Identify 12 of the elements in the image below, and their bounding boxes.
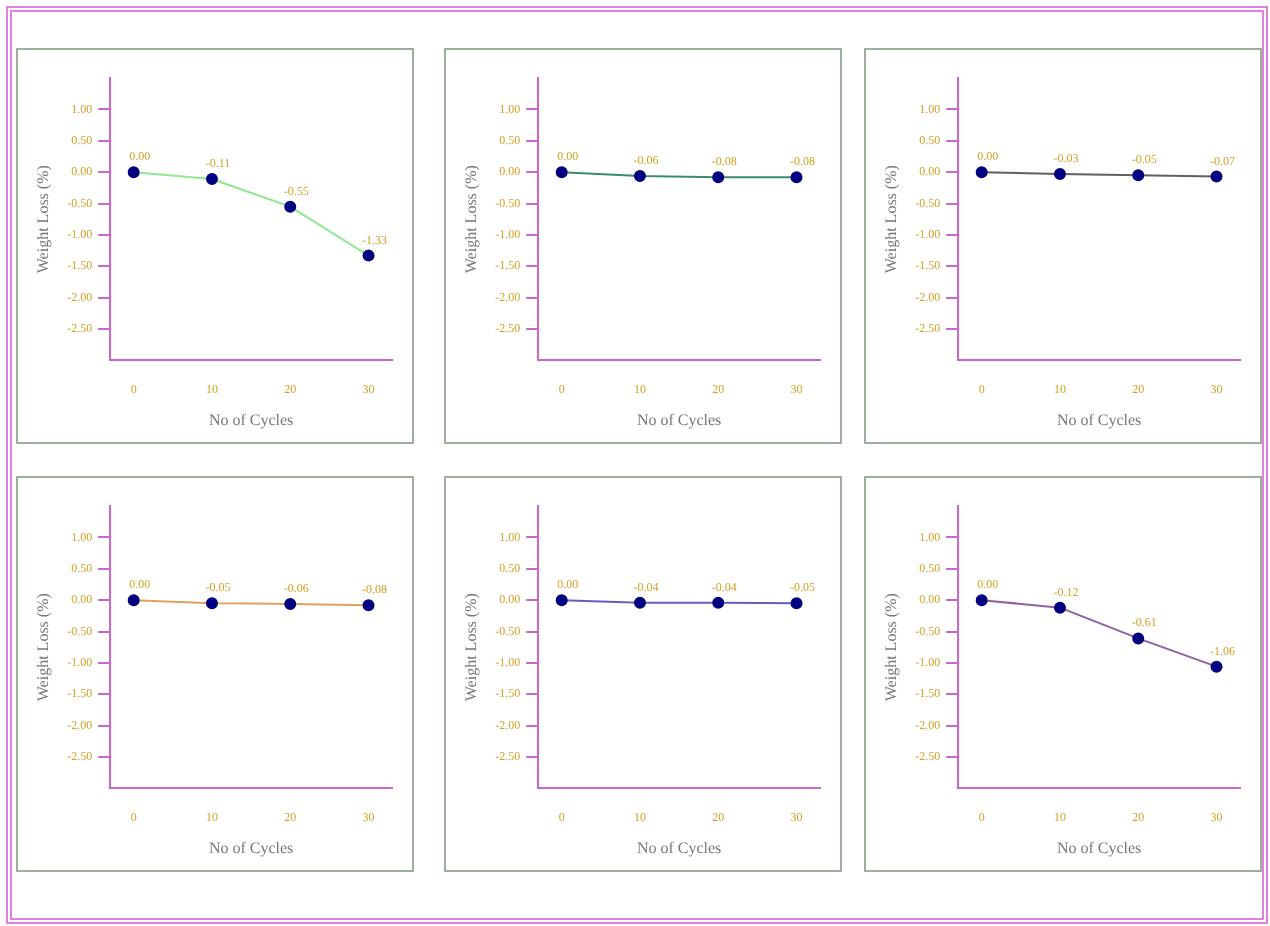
y-axis-title: Weight Loss (%) — [461, 592, 480, 702]
x-axis-title: No of Cycles — [208, 838, 294, 857]
y-axis-title: Weight Loss (%) — [33, 592, 52, 702]
x-axis-title: No of Cycles — [208, 410, 294, 429]
y-axis-title: Weight Loss (%) — [881, 592, 900, 702]
x-axis-title: No of Cycles — [1056, 410, 1142, 429]
x-axis-title: No of Cycles — [1056, 838, 1142, 857]
y-axis-title: Weight Loss (%) — [33, 164, 52, 274]
x-axis-title: No of Cycles — [636, 410, 722, 429]
y-axis-title: Weight Loss (%) — [461, 164, 480, 274]
x-axis-title: No of Cycles — [636, 838, 722, 857]
y-axis-title: Weight Loss (%) — [881, 164, 900, 274]
